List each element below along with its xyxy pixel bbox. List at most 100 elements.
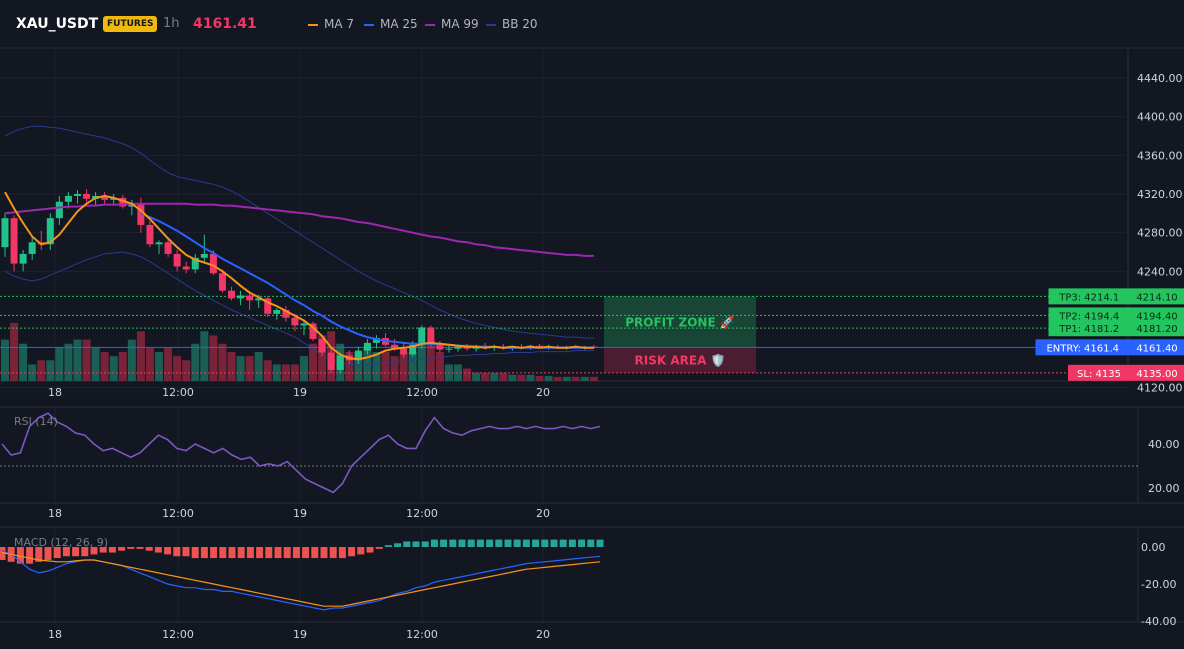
- macd-hist-bar: [0, 547, 6, 560]
- price-tick-label: 4240.00: [1137, 265, 1183, 278]
- volume-bar: [19, 343, 28, 381]
- timeframe-label[interactable]: 1h: [163, 16, 180, 31]
- legend-label: MA 99: [441, 17, 479, 31]
- candle-body: [19, 253, 27, 264]
- macd-hist-bar: [311, 547, 319, 559]
- volume-bar: [218, 343, 227, 381]
- rsi-line: [1, 412, 601, 494]
- macd-hist-bar: [118, 547, 126, 551]
- candle-body: [55, 201, 63, 219]
- volume-bar: [562, 376, 571, 381]
- macd-hist-bar: [99, 547, 107, 553]
- macd-hist-bar: [338, 547, 346, 559]
- candle-body: [182, 266, 190, 270]
- volume-bar: [363, 347, 372, 381]
- profit-zone: [604, 296, 756, 348]
- macd-hist-bar: [366, 547, 374, 553]
- macd-hist-bar: [596, 539, 604, 547]
- symbol-name[interactable]: XAU_USDT: [16, 16, 99, 32]
- legend-ma7[interactable]: MA 7: [308, 15, 354, 33]
- volume-bar: [299, 356, 308, 381]
- candle-body: [83, 194, 91, 199]
- macd-hist-bar: [394, 543, 402, 547]
- legend-ma99[interactable]: MA 99: [425, 15, 479, 33]
- macd-title: MACD (12, 26, 9): [14, 536, 108, 549]
- chart-header: XAU_USDT FUTURES 1h 4161.41 MA 7 MA 25 M…: [0, 0, 1184, 48]
- macd-hist-bar: [154, 547, 162, 553]
- macd-hist-bar: [513, 539, 521, 547]
- macd-hist-bar: [182, 547, 190, 557]
- macd-hist-bar: [486, 539, 494, 547]
- bb-upper-line: [4, 125, 594, 339]
- volume-bar: [164, 347, 173, 381]
- macd-tick-label: -40.00: [1141, 615, 1176, 628]
- volume-bar: [472, 372, 481, 381]
- macd-hist-bar: [467, 539, 475, 547]
- legend-ma25[interactable]: MA 25: [364, 15, 418, 33]
- candle-body: [445, 348, 453, 350]
- candle-body: [309, 323, 317, 339]
- macd-hist-bar: [246, 547, 254, 559]
- volume-bar: [381, 352, 390, 381]
- volume-bar: [236, 356, 245, 381]
- volume-bar: [508, 374, 517, 381]
- level-axis-text: 4135.00: [1136, 369, 1177, 380]
- candle-body: [409, 344, 417, 355]
- legend-label: BB 20: [502, 17, 538, 31]
- level-axis-tag: [1130, 339, 1184, 356]
- candle-body: [300, 323, 308, 326]
- ma7-line: [4, 191, 594, 361]
- candle-body: [255, 298, 263, 301]
- macd-hist-bar: [81, 547, 89, 557]
- risk-area: [604, 347, 756, 373]
- time-tick-label: 18: [48, 507, 62, 520]
- macd-hist-bar: [62, 547, 70, 557]
- legend-swatch: [308, 23, 318, 26]
- candle-body: [146, 224, 154, 245]
- candle-body: [237, 295, 245, 299]
- legend-swatch: [364, 23, 374, 26]
- volume-bar: [571, 376, 580, 381]
- macd-hist-bar: [72, 547, 80, 557]
- time-tick-label: 12:00: [406, 507, 438, 520]
- time-tick-label: 19: [293, 628, 307, 641]
- level-axis-text: 4194.40: [1136, 311, 1177, 322]
- level-axis-text: 4161.40: [1136, 343, 1177, 354]
- macd-tick-label: 0.00: [1141, 541, 1166, 554]
- macd-hist-bar: [532, 539, 540, 547]
- candle-body: [282, 310, 290, 318]
- volume-bar: [318, 335, 327, 381]
- macd-hist-bar: [550, 539, 558, 547]
- candle-body: [73, 194, 81, 196]
- macd-hist-bar: [578, 539, 586, 547]
- macd-hist-bar: [440, 539, 448, 547]
- macd-hist-bar: [329, 547, 337, 559]
- macd-hist-bar: [26, 547, 34, 564]
- volume-bar: [100, 352, 109, 381]
- level-axis-text: 4181.20: [1136, 324, 1177, 335]
- candle-body: [28, 242, 36, 254]
- volume-bar: [118, 352, 127, 381]
- ma99-line: [4, 202, 594, 257]
- candle-body: [64, 195, 72, 202]
- macd-hist-bar: [458, 539, 466, 547]
- time-tick-label: 18: [48, 386, 62, 399]
- candle-body: [264, 298, 272, 314]
- macd-hist-bar: [357, 547, 365, 555]
- candle-body: [336, 355, 344, 370]
- volume-bar: [200, 331, 209, 381]
- volume-bar: [535, 376, 544, 381]
- macd-hist-bar: [191, 547, 199, 559]
- legend-label: MA 25: [380, 17, 418, 31]
- volume-bar: [145, 347, 154, 381]
- volume-bar: [263, 360, 272, 381]
- macd-hist-bar: [320, 547, 328, 559]
- macd-hist-bar: [265, 547, 273, 559]
- macd-hist-bar: [302, 547, 310, 559]
- macd-hist-bar: [559, 539, 567, 547]
- macd-hist-bar: [541, 539, 549, 547]
- legend-bb20[interactable]: BB 20: [486, 15, 538, 33]
- macd-hist-bar: [219, 547, 227, 559]
- macd-hist-bar: [200, 547, 208, 559]
